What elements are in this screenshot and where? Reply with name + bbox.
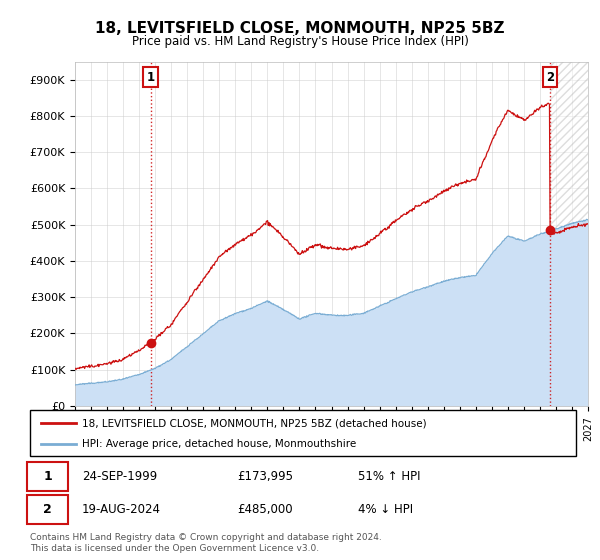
- Bar: [550, 62, 588, 406]
- Text: 19-AUG-2024: 19-AUG-2024: [82, 503, 161, 516]
- Text: 51% ↑ HPI: 51% ↑ HPI: [358, 470, 420, 483]
- FancyBboxPatch shape: [30, 410, 576, 456]
- Text: 2: 2: [43, 503, 52, 516]
- Text: HPI: Average price, detached house, Monmouthshire: HPI: Average price, detached house, Monm…: [82, 438, 356, 449]
- Text: 24-SEP-1999: 24-SEP-1999: [82, 470, 157, 483]
- Text: 4% ↓ HPI: 4% ↓ HPI: [358, 503, 413, 516]
- Text: Price paid vs. HM Land Registry's House Price Index (HPI): Price paid vs. HM Land Registry's House …: [131, 35, 469, 48]
- Text: 18, LEVITSFIELD CLOSE, MONMOUTH, NP25 5BZ (detached house): 18, LEVITSFIELD CLOSE, MONMOUTH, NP25 5B…: [82, 418, 427, 428]
- Text: £173,995: £173,995: [238, 470, 293, 483]
- Text: 1: 1: [147, 71, 155, 83]
- Text: 1: 1: [43, 470, 52, 483]
- Text: £485,000: £485,000: [238, 503, 293, 516]
- Text: Contains HM Land Registry data © Crown copyright and database right 2024.
This d: Contains HM Land Registry data © Crown c…: [30, 533, 382, 553]
- Text: 18, LEVITSFIELD CLOSE, MONMOUTH, NP25 5BZ: 18, LEVITSFIELD CLOSE, MONMOUTH, NP25 5B…: [95, 21, 505, 36]
- Bar: [550, 62, 588, 406]
- Text: 2: 2: [546, 71, 554, 83]
- FancyBboxPatch shape: [27, 462, 68, 492]
- FancyBboxPatch shape: [27, 495, 68, 524]
